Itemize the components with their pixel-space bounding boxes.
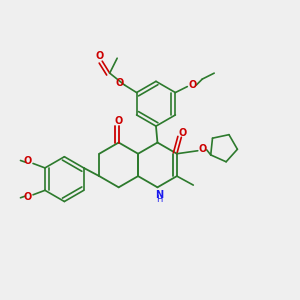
Text: O: O <box>199 144 207 154</box>
Text: O: O <box>95 51 103 62</box>
Text: O: O <box>179 128 187 137</box>
Text: O: O <box>115 78 123 88</box>
Text: O: O <box>115 116 123 126</box>
Text: H: H <box>156 195 162 204</box>
Text: O: O <box>23 192 32 202</box>
Text: O: O <box>23 156 32 166</box>
Text: O: O <box>188 80 196 90</box>
Text: N: N <box>155 190 163 200</box>
